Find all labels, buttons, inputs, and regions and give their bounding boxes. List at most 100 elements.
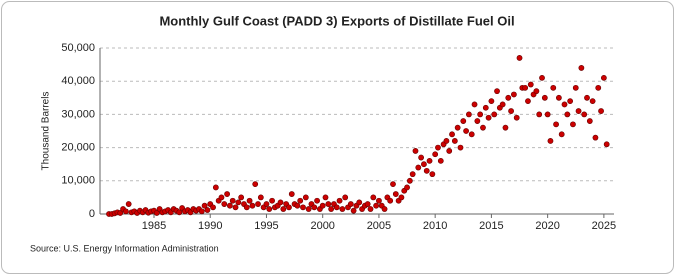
point: [280, 206, 287, 212]
point: [426, 157, 433, 164]
point: [364, 201, 371, 207]
point: [451, 138, 458, 144]
point: [600, 74, 607, 81]
point: [218, 194, 225, 201]
point: [598, 108, 604, 114]
point: [586, 118, 593, 124]
point: [558, 131, 565, 138]
point: [125, 201, 132, 207]
point: [468, 131, 475, 138]
point: [572, 84, 579, 91]
point: [508, 108, 514, 114]
y-tick-label: 40,000: [61, 75, 95, 87]
point: [328, 206, 335, 212]
point: [522, 84, 529, 91]
point: [221, 201, 228, 207]
point: [387, 197, 394, 204]
point: [480, 124, 486, 131]
point: [347, 201, 354, 207]
point: [392, 191, 399, 197]
point: [232, 204, 239, 211]
x-tick-label: 2015: [479, 220, 503, 232]
y-tick-label: 0: [89, 208, 95, 220]
y-tick-label: 10,000: [61, 175, 95, 187]
point: [457, 144, 464, 151]
point: [584, 94, 590, 101]
point: [117, 210, 124, 216]
point: [564, 111, 571, 118]
chart-title: Monthly Gulf Coast (PADD 3) Exports of D…: [159, 13, 514, 28]
point: [373, 202, 380, 209]
point: [311, 204, 318, 211]
point: [429, 171, 436, 178]
x-tick-label: 2000: [310, 220, 334, 232]
point: [418, 154, 425, 161]
point: [255, 201, 261, 207]
point: [404, 184, 410, 191]
point: [460, 118, 467, 124]
point: [454, 124, 461, 131]
source: Source: U.S. Energy Information Administ…: [30, 243, 219, 253]
point: [269, 197, 275, 204]
point: [471, 101, 478, 108]
point: [570, 121, 576, 128]
point: [243, 204, 250, 211]
point: [238, 194, 245, 201]
point: [449, 131, 455, 138]
point: [533, 88, 540, 95]
point: [224, 191, 230, 197]
point: [122, 208, 129, 215]
point: [415, 164, 422, 171]
point: [421, 161, 427, 168]
point: [286, 204, 292, 211]
point: [336, 197, 343, 204]
point: [485, 114, 492, 121]
point: [544, 111, 551, 118]
point: [350, 207, 357, 214]
point: [435, 144, 441, 151]
point: [603, 141, 610, 148]
point: [339, 206, 346, 212]
point: [525, 98, 531, 105]
y-tick-label: 50,000: [61, 42, 95, 54]
point: [376, 197, 382, 204]
point: [578, 65, 585, 71]
point: [446, 148, 453, 154]
point: [539, 74, 545, 81]
point: [398, 194, 405, 201]
point: [553, 121, 559, 128]
point: [235, 199, 242, 206]
x-tick-label: 2020: [535, 220, 559, 232]
point: [227, 202, 233, 209]
point: [488, 98, 495, 105]
point: [277, 199, 284, 206]
point: [561, 101, 568, 108]
point: [246, 197, 253, 204]
point: [204, 207, 211, 213]
point: [437, 157, 444, 164]
x-tick-label: 1990: [198, 220, 222, 232]
point: [370, 194, 377, 201]
point: [390, 181, 396, 188]
point: [536, 111, 543, 118]
point: [541, 94, 548, 101]
point: [550, 84, 557, 91]
point: [198, 208, 205, 215]
point: [555, 94, 562, 101]
point: [423, 167, 430, 174]
point: [513, 114, 520, 121]
point: [412, 148, 419, 154]
y-axis-label: Thousand Barrels: [41, 92, 52, 171]
point: [297, 197, 304, 204]
point: [314, 197, 320, 204]
point: [325, 201, 332, 207]
point: [288, 191, 295, 197]
point: [300, 204, 306, 211]
point: [176, 209, 183, 216]
point: [510, 91, 517, 98]
point: [547, 138, 554, 144]
point: [210, 204, 216, 211]
point: [319, 202, 326, 209]
point: [409, 171, 416, 178]
